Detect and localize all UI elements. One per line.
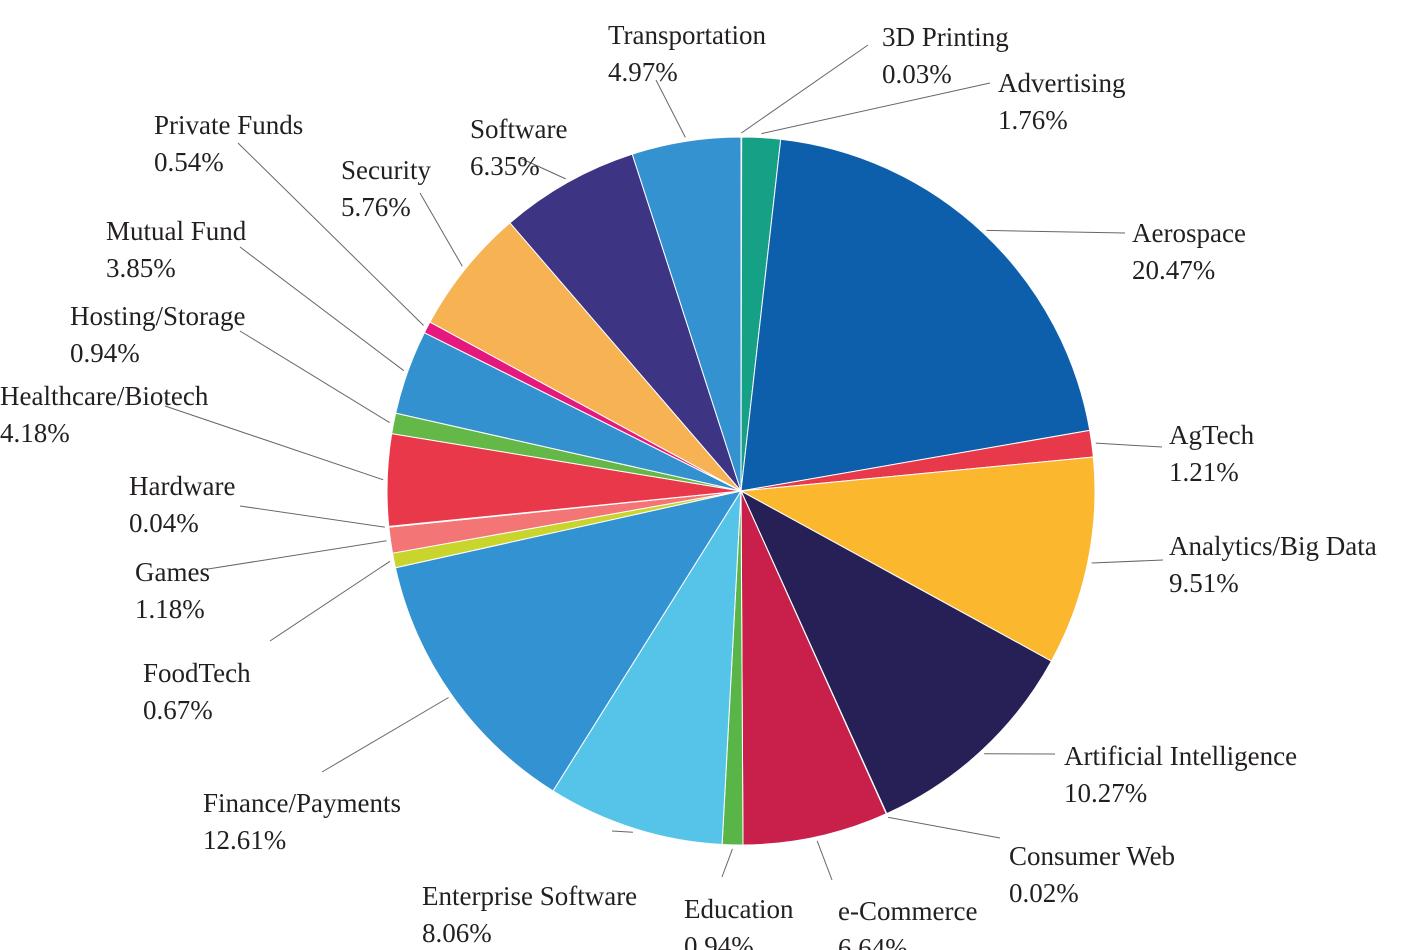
slice-label: 3D Printing 0.03% (882, 22, 1009, 89)
pie-slice-transportation (631, 136, 742, 492)
slice-label-percent: 6.64% (838, 933, 908, 950)
slice-label-name: AgTech (1169, 420, 1255, 450)
slice-label-percent: 0.94% (70, 338, 140, 368)
slice-label: Finance/Payments 12.61% (203, 788, 401, 855)
leader-line (239, 330, 390, 424)
slice-label-name: e-Commerce (838, 896, 977, 926)
slice-label: Hosting/Storage 0.94% (70, 301, 246, 368)
pie-slice-enterprise-software (552, 489, 742, 846)
leader-line (1091, 559, 1164, 564)
slice-label-name: Analytics/Big Data (1169, 531, 1377, 561)
slice-label-percent: 1.21% (1169, 457, 1239, 487)
leader-line (1095, 442, 1163, 448)
slice-label-percent: 5.76% (341, 192, 411, 222)
slice-label-name: Security (341, 155, 431, 185)
leader-line (164, 405, 384, 481)
leader-line (611, 830, 633, 833)
slice-label-name: 3D Printing (882, 22, 1009, 52)
slice-label: Enterprise Software 8.06% (422, 881, 637, 948)
leader-line (986, 229, 1126, 234)
pie-slice-aerospace (740, 138, 1091, 492)
slice-labels: 3D Printing 0.03% Advertising 1.76% Aerospac… (0, 20, 1377, 950)
pie-slice-artificial-intelligence (739, 489, 1053, 815)
slice-label-name: Hosting/Storage (70, 301, 246, 331)
pie-slice-e-commerce (740, 490, 887, 846)
leader-line (761, 82, 991, 135)
leader-line (519, 157, 566, 180)
slice-label-percent: 0.67% (143, 695, 213, 725)
leader-line (239, 246, 405, 372)
leader-line (816, 840, 833, 881)
slice-label-percent: 12.61% (203, 825, 286, 855)
slice-label-name: Education (684, 894, 794, 924)
slice-label-percent: 8.06% (422, 918, 492, 948)
slice-label-percent: 9.51% (1169, 568, 1239, 598)
leader-line (269, 560, 391, 642)
slice-label: Education 0.94% (684, 894, 794, 950)
slice-label: Artificial Intelligence 10.27% (1064, 741, 1297, 808)
slice-label-percent: 0.03% (882, 59, 952, 89)
slice-label: Security 5.76% (341, 155, 431, 222)
leader-line (655, 79, 686, 138)
slice-label-name: Software (470, 114, 567, 144)
slice-label-percent: 0.94% (684, 931, 754, 950)
slice-label-name: Mutual Fund (106, 216, 247, 246)
pie-slice-security (429, 222, 742, 492)
slice-label: Mutual Fund 3.85% (106, 216, 247, 283)
pie-slice-analytics-big-data (739, 456, 1096, 662)
slice-label: Aerospace 20.47% (1132, 218, 1246, 285)
pie-slice-finance-payments (394, 490, 743, 792)
slice-label: Advertising 1.76% (998, 68, 1126, 135)
slice-label: Healthcare/Biotech 4.18% (0, 381, 209, 448)
slice-label-percent: 0.54% (154, 147, 224, 177)
slice-label-name: Finance/Payments (203, 788, 401, 818)
slice-label: Hardware 0.04% (129, 471, 235, 538)
leader-line (239, 505, 385, 528)
slice-label-name: Enterprise Software (422, 881, 637, 911)
slice-label-percent: 4.18% (0, 418, 70, 448)
slice-label-name: Healthcare/Biotech (0, 381, 209, 411)
slice-label-name: Artificial Intelligence (1064, 741, 1297, 771)
slice-label-percent: 1.18% (135, 594, 205, 624)
slice-label: Games 1.18% (135, 557, 210, 624)
slice-label-name: Private Funds (154, 110, 303, 140)
slice-label-name: Advertising (998, 68, 1126, 98)
slice-label: Analytics/Big Data 9.51% (1169, 531, 1377, 598)
slice-label-percent: 20.47% (1132, 255, 1215, 285)
slice-label: Private Funds 0.54% (154, 110, 303, 177)
pie-slice-software (509, 153, 742, 492)
slice-label-name: FoodTech (143, 658, 251, 688)
slice-label-name: Consumer Web (1009, 841, 1175, 871)
slice-label-percent: 3.85% (106, 253, 176, 283)
leader-lines (164, 44, 1164, 881)
slice-label: Consumer Web 0.02% (1009, 841, 1175, 908)
slice-label-name: Transportation (608, 20, 767, 50)
slice-label-name: Aerospace (1132, 218, 1246, 248)
slice-label-percent: 0.02% (1009, 878, 1079, 908)
leader-line (237, 142, 424, 326)
slice-label-percent: 10.27% (1064, 778, 1147, 808)
slice-label-percent: 4.97% (608, 57, 678, 87)
slice-label: e-Commerce 6.64% (838, 896, 977, 950)
leader-line (888, 816, 1001, 839)
pie-slices (386, 136, 1096, 846)
leader-line (419, 192, 463, 267)
slice-label-percent: 0.04% (129, 508, 199, 538)
slice-label-name: Games (135, 557, 210, 587)
slice-label-percent: 6.35% (470, 151, 540, 181)
slice-label-name: Hardware (129, 471, 235, 501)
slice-label: Transportation 4.97% (608, 20, 767, 87)
slice-label: AgTech 1.21% (1169, 420, 1255, 487)
slice-label: Software 6.35% (470, 114, 567, 181)
leader-line (721, 848, 733, 878)
slice-label-percent: 1.76% (998, 105, 1068, 135)
slice-label: FoodTech 0.67% (143, 658, 251, 725)
leader-line (321, 697, 449, 773)
leader-line (741, 44, 869, 134)
leader-line (207, 540, 387, 570)
